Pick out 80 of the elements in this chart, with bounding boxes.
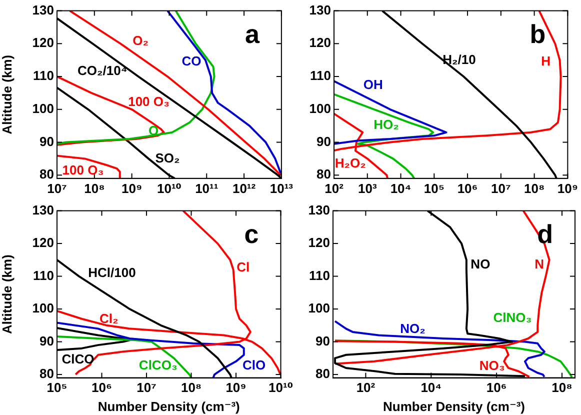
- y-tick-label: 110: [309, 268, 330, 283]
- y-axis-title: Altitude (km): [0, 54, 14, 134]
- y-tick-label: 100: [308, 300, 330, 316]
- series-label: ClO: [242, 358, 266, 373]
- series-label: H: [541, 54, 550, 69]
- series-label: N: [534, 256, 544, 272]
- y-axis-title: Altitude (km): [0, 254, 14, 334]
- x-tick-label: 10¹²: [232, 180, 256, 196]
- y-tick-label: 110: [33, 68, 54, 84]
- x-tick-label: 10¹¹: [195, 180, 218, 196]
- y-tick-label: 90: [316, 333, 330, 348]
- series-label: O₂: [132, 33, 149, 48]
- y-tick-label: 110: [310, 68, 331, 84]
- y-tick-label: 100: [309, 100, 331, 116]
- y-tick-label: 90: [40, 333, 54, 348]
- series-label: H₂/10: [442, 52, 476, 68]
- series-label: NO₃: [479, 358, 505, 374]
- x-axis-title: Number Density (cm⁻³): [383, 398, 525, 414]
- series-label: H₂O₂: [334, 155, 366, 170]
- series-label: HCl/100: [88, 264, 136, 280]
- y-tick-label: 80: [316, 166, 331, 182]
- x-tick-label: 10²: [356, 380, 376, 396]
- y-tick-label: 120: [32, 235, 54, 250]
- y-tick-label: 130: [309, 2, 331, 18]
- series-label: HO₂: [374, 117, 400, 132]
- series-label: Cl: [236, 259, 250, 274]
- x-tick-label: 10⁷: [136, 380, 156, 396]
- y-tick-label: 110: [33, 268, 54, 283]
- series-label: Cl₂: [99, 310, 118, 326]
- x-tick-label: 10⁷: [491, 180, 511, 196]
- x-tick-label: 10⁹: [557, 180, 578, 196]
- x-tick-label: 10¹³: [270, 180, 294, 196]
- x-tick-label: 10⁵: [46, 380, 68, 396]
- series-label: NO: [470, 256, 490, 272]
- x-tick-label: 10²: [324, 180, 344, 196]
- y-tick-label: 90: [316, 134, 331, 149]
- annotation: c: [244, 218, 259, 249]
- y-tick-label: 120: [308, 235, 330, 250]
- y-tick-label: 130: [32, 2, 54, 18]
- series-label: ClNO₃: [493, 310, 532, 325]
- x-tick-label: 10⁶: [457, 180, 478, 196]
- x-axis-title: Number Density (cm⁻³): [98, 398, 240, 414]
- x-tick-label: 10⁸: [524, 180, 545, 196]
- series-label: 100 O₃: [128, 94, 170, 109]
- series-label: ClCO₃: [138, 358, 178, 373]
- x-tick-label: 10⁷: [47, 180, 67, 196]
- y-tick-label: 120: [32, 35, 54, 50]
- x-tick-label: 10⁵: [424, 180, 444, 196]
- x-tick-label: 10⁸: [180, 380, 202, 396]
- series-label: CO: [182, 54, 202, 69]
- series-label: SO₂: [155, 150, 180, 166]
- x-tick-label: 10⁴: [420, 380, 442, 396]
- x-tick-label: 10⁸: [84, 180, 105, 196]
- series-label: OH: [363, 76, 383, 92]
- y-tick-label: 80: [40, 366, 54, 382]
- series-label: 100 O₃: [62, 162, 104, 178]
- annotation: b: [530, 18, 546, 49]
- x-tick-label: 10⁶: [486, 380, 507, 396]
- x-tick-label: 10¹⁰: [156, 180, 182, 196]
- y-tick-label: 130: [308, 202, 330, 218]
- x-tick-label: 10⁶: [92, 380, 112, 396]
- y-tick-label: 100: [32, 100, 54, 116]
- x-tick-label: 10⁴: [390, 180, 412, 196]
- y-tick-label: 130: [32, 202, 54, 218]
- x-tick-label: 10¹⁰: [268, 380, 294, 396]
- annotation: d: [537, 218, 553, 249]
- series-label: NO₂: [400, 320, 426, 336]
- x-tick-label: 10³: [358, 180, 378, 196]
- annotation: a: [244, 18, 260, 49]
- y-tick-label: 120: [309, 35, 331, 50]
- x-tick-label: 10⁸: [552, 380, 572, 396]
- y-tick-label: 80: [316, 366, 330, 382]
- series-label: O: [148, 123, 159, 138]
- series-label: ClCO: [62, 352, 94, 367]
- y-tick-label: 100: [32, 300, 54, 316]
- y-tick-label: 80: [40, 166, 54, 182]
- x-tick-label: 10⁹: [226, 380, 246, 396]
- x-tick-label: 10⁹: [121, 180, 142, 196]
- y-tick-label: 90: [40, 134, 54, 149]
- series-label: CO₂/10⁴: [78, 63, 128, 78]
